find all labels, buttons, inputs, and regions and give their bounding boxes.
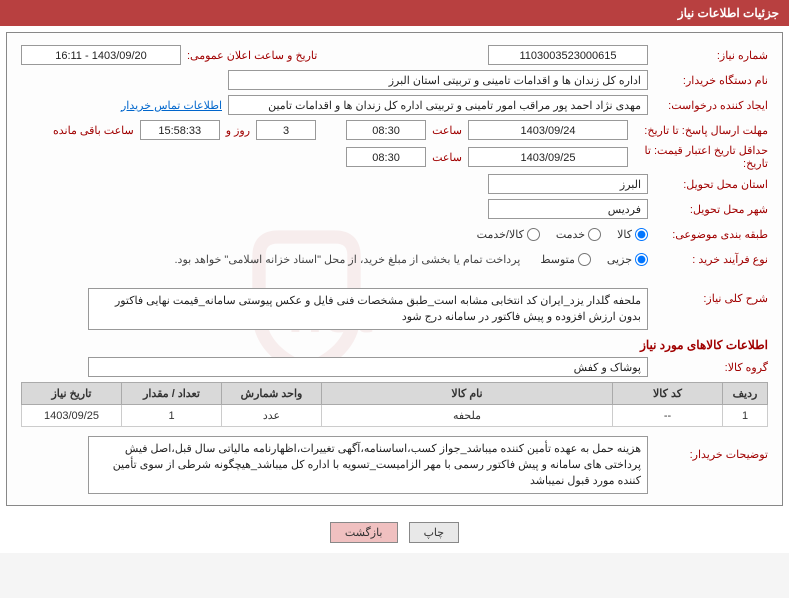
goods-table: ردیف کد کالا نام کالا واحد شمارش تعداد /… bbox=[21, 382, 768, 427]
city-label: شهر محل تحویل: bbox=[648, 203, 768, 216]
table-row: 1 -- ملحفه عدد 1 1403/09/25 bbox=[22, 405, 768, 427]
goods-group-label: گروه کالا: bbox=[648, 361, 768, 374]
process-note: پرداخت تمام یا بخشی از مبلغ خرید، از محل… bbox=[175, 253, 529, 266]
table-header-row: ردیف کد کالا نام کالا واحد شمارش تعداد /… bbox=[22, 383, 768, 405]
resp-time: 08:30 bbox=[346, 120, 426, 140]
process-label: نوع فرآیند خرید : bbox=[648, 253, 768, 266]
cat-both-option[interactable]: کالا/خدمت bbox=[477, 228, 540, 241]
need-no-value: 1103003523000615 bbox=[488, 45, 648, 65]
announce-label: تاریخ و ساعت اعلان عمومی: bbox=[181, 49, 323, 62]
th-qty: تعداد / مقدار bbox=[122, 383, 222, 405]
buyer-note-text: هزینه حمل به عهده تأمین کننده میباشد_جوا… bbox=[88, 436, 648, 494]
buyer-org-value: اداره کل زندان ها و اقدامات تامینی و ترب… bbox=[228, 70, 648, 90]
days-label: روز و bbox=[220, 124, 256, 137]
need-no-label: شماره نیاز: bbox=[648, 49, 768, 62]
buyer-note-label: توضیحات خریدار: bbox=[648, 436, 768, 461]
td-qty: 1 bbox=[122, 405, 222, 427]
goods-group-value: پوشاک و کفش bbox=[88, 357, 648, 377]
back-button[interactable]: بازگشت bbox=[330, 522, 398, 543]
proc-medium-radio[interactable] bbox=[578, 253, 591, 266]
announce-value: 1403/09/20 - 16:11 bbox=[21, 45, 181, 65]
cat-service-radio[interactable] bbox=[588, 228, 601, 241]
td-date: 1403/09/25 bbox=[22, 405, 122, 427]
desc-text: ملحفه گلدار یزد_ایران کد انتخابی مشابه ا… bbox=[88, 288, 648, 330]
requester-value: مهدی نژاد احمد پور مراقب امور تامینی و ت… bbox=[228, 95, 648, 115]
validity-time-label: ساعت bbox=[426, 151, 468, 164]
resp-time-label: ساعت bbox=[426, 124, 468, 137]
proc-minor-radio[interactable] bbox=[635, 253, 648, 266]
th-row: ردیف bbox=[723, 383, 768, 405]
page-title: جزئیات اطلاعات نیاز bbox=[678, 6, 779, 20]
category-label: طبقه بندی موضوعی: bbox=[648, 228, 768, 241]
resp-date: 1403/09/24 bbox=[468, 120, 628, 140]
cat-goods-option[interactable]: کالا bbox=[617, 228, 648, 241]
cat-goods-radio[interactable] bbox=[635, 228, 648, 241]
process-radio-group: جزیی متوسط bbox=[528, 253, 648, 266]
remain-days: 3 bbox=[256, 120, 316, 140]
resp-deadline-label: مهلت ارسال پاسخ: تا تاریخ: bbox=[628, 124, 768, 137]
print-button[interactable]: چاپ bbox=[409, 522, 460, 543]
cat-service-option[interactable]: خدمت bbox=[556, 228, 601, 241]
goods-info-title: اطلاعات کالاهای مورد نیاز bbox=[21, 338, 768, 352]
category-radio-group: کالا خدمت کالا/خدمت bbox=[465, 228, 648, 241]
buyer-org-label: نام دستگاه خریدار: bbox=[648, 74, 768, 87]
th-name: نام کالا bbox=[322, 383, 613, 405]
validity-label: حداقل تاریخ اعتبار قیمت: تا تاریخ: bbox=[628, 144, 768, 170]
proc-medium-option[interactable]: متوسط bbox=[540, 253, 591, 266]
th-unit: واحد شمارش bbox=[222, 383, 322, 405]
button-row: چاپ بازگشت bbox=[0, 512, 789, 553]
content-panel: net شماره نیاز: 1103003523000615 تاریخ و… bbox=[6, 32, 783, 506]
validity-date: 1403/09/25 bbox=[468, 147, 628, 167]
proc-minor-option[interactable]: جزیی bbox=[607, 253, 648, 266]
page-header: جزئیات اطلاعات نیاز bbox=[0, 0, 789, 26]
td-unit: عدد bbox=[222, 405, 322, 427]
cat-both-radio[interactable] bbox=[527, 228, 540, 241]
desc-label: شرح کلی نیاز: bbox=[648, 288, 768, 305]
td-name: ملحفه bbox=[322, 405, 613, 427]
requester-label: ایجاد کننده درخواست: bbox=[648, 99, 768, 112]
contact-link[interactable]: اطلاعات تماس خریدار bbox=[121, 99, 228, 112]
city-value: فردیس bbox=[488, 199, 648, 219]
td-row: 1 bbox=[723, 405, 768, 427]
remain-time: 15:58:33 bbox=[140, 120, 220, 140]
province-label: استان محل تحویل: bbox=[648, 178, 768, 191]
td-code: -- bbox=[613, 405, 723, 427]
th-code: کد کالا bbox=[613, 383, 723, 405]
th-date: تاریخ نیاز bbox=[22, 383, 122, 405]
validity-time: 08:30 bbox=[346, 147, 426, 167]
remain-suffix: ساعت باقی مانده bbox=[47, 124, 140, 137]
province-value: البرز bbox=[488, 174, 648, 194]
